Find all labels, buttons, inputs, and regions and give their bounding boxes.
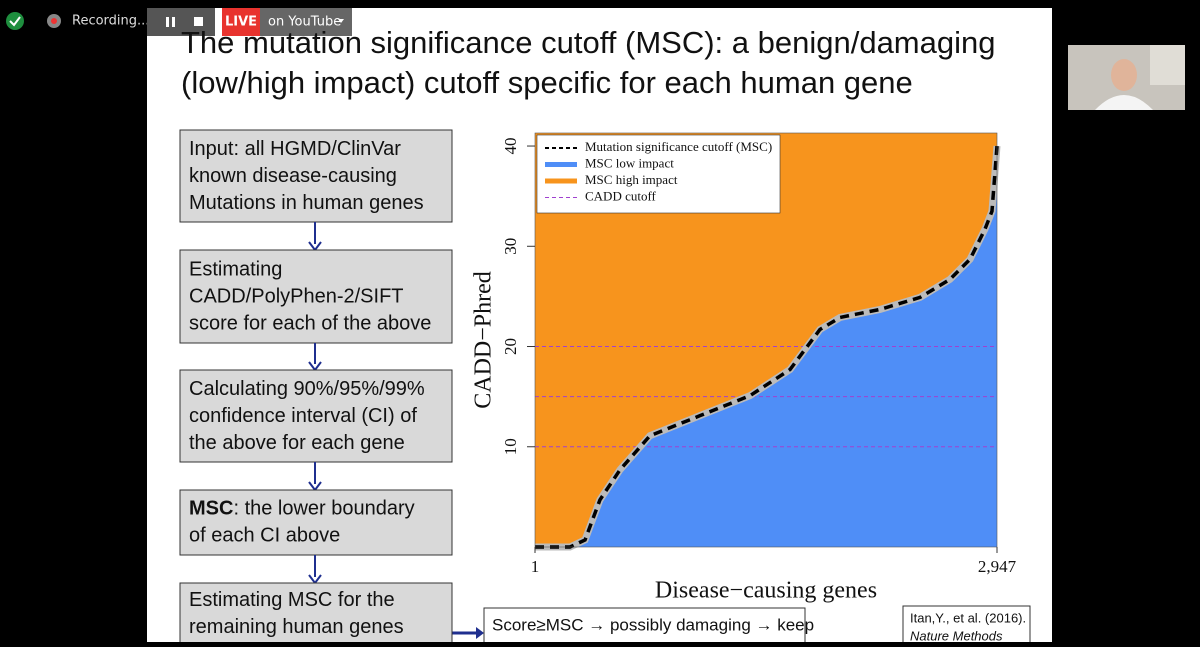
webcam-bg bbox=[1150, 45, 1185, 85]
flow-box bbox=[179, 582, 453, 647]
msc-line bbox=[535, 145, 999, 549]
pause-button-bar bbox=[172, 17, 175, 27]
flow-text: known disease-causing bbox=[189, 165, 397, 187]
flow-line: score for each of the above bbox=[189, 313, 431, 335]
controls bbox=[147, 8, 215, 36]
flow-text: Estimating bbox=[189, 259, 282, 281]
check bbox=[9, 16, 21, 27]
flow-text: CADD/PolyPhen-2/SIFT bbox=[189, 286, 404, 308]
dropdown-arrow bbox=[338, 19, 344, 23]
y-tick-label: 20 bbox=[501, 338, 520, 355]
webcam-shirt bbox=[1095, 95, 1153, 110]
citation-box bbox=[902, 605, 1031, 647]
legend-box bbox=[536, 134, 781, 214]
legend-label: Mutation significance cutoff (MSC) bbox=[585, 139, 772, 154]
pause-button[interactable] bbox=[166, 17, 169, 27]
x-tick-label: 1 bbox=[531, 557, 540, 576]
flow-line: Calculating 90%/95%/99% bbox=[189, 378, 425, 400]
flow-box bbox=[179, 489, 453, 556]
flow-bold: MSC bbox=[189, 498, 233, 520]
flow-text: Estimating MSC for the bbox=[189, 589, 395, 611]
legend-label: CADD cutoff bbox=[585, 188, 657, 203]
stop-button[interactable] bbox=[194, 17, 203, 26]
live-label: LIVE bbox=[225, 15, 257, 30]
live-badge bbox=[222, 8, 260, 36]
flow-text: of each CI above bbox=[189, 525, 340, 547]
flow-line: known disease-causing bbox=[189, 165, 397, 187]
flow-line: CADD/PolyPhen-2/SIFT bbox=[189, 286, 404, 308]
y-tick-label: 30 bbox=[501, 238, 520, 255]
stream-label: on YouTube bbox=[268, 15, 341, 30]
flow-line: Estimating MSC for the bbox=[189, 589, 395, 611]
flow-text: the above for each gene bbox=[189, 432, 405, 454]
flow-line: : the lower boundary bbox=[233, 498, 414, 520]
flow-text: Calculating 90%/95%/99% bbox=[189, 378, 425, 400]
flow-line: Input: all HGMD/ClinVar bbox=[189, 138, 401, 160]
flow-line: Mutations in human genes bbox=[189, 192, 424, 214]
title-line: The mutation significance cutoff (MSC): … bbox=[181, 25, 995, 60]
y-tick-label: 40 bbox=[501, 138, 520, 155]
legend-label: MSC high impact bbox=[585, 172, 678, 187]
recording-label: Recording... bbox=[72, 14, 149, 29]
plot-frame bbox=[534, 132, 998, 548]
flow-line: remaining human genes bbox=[189, 616, 404, 638]
flow-text: MSC: the lower boundary bbox=[189, 498, 415, 520]
recording-dot bbox=[51, 18, 57, 24]
arrowhead bbox=[476, 627, 484, 639]
citation: Nature Methods bbox=[910, 628, 1003, 642]
x-axis-label: Disease−causing genes bbox=[655, 578, 877, 604]
flow-box bbox=[179, 129, 453, 223]
flow-text: Mutations in human genes bbox=[189, 192, 424, 214]
flow-text: confidence interval (CI) of bbox=[189, 405, 417, 427]
result-text: Score≥MSC → possibly damaging → keep bbox=[492, 615, 814, 634]
flow-line: confidence interval (CI) of bbox=[189, 405, 417, 427]
flow-line: of each CI above bbox=[189, 525, 340, 547]
security-icon[interactable] bbox=[6, 12, 24, 30]
flow-line: the above for each gene bbox=[189, 432, 405, 454]
title-line: (low/high impact) cutoff specific for ea… bbox=[181, 65, 913, 100]
y-tick-label: 10 bbox=[501, 438, 520, 455]
webcam-face bbox=[1111, 59, 1137, 91]
flow-text: score for each of the above bbox=[189, 313, 431, 335]
flow-box bbox=[179, 369, 453, 463]
high-impact-area bbox=[535, 133, 997, 547]
citation: Itan,Y., et al. (2016). bbox=[910, 610, 1026, 625]
flow-line: Estimating bbox=[189, 259, 282, 281]
x-tick-label: 2,947 bbox=[978, 557, 1017, 576]
flow-text: remaining human genes bbox=[189, 616, 404, 638]
stream-menu[interactable] bbox=[260, 8, 352, 36]
y-axis-label: CADD−Phred bbox=[471, 271, 497, 409]
legend-label: MSC low impact bbox=[585, 155, 674, 170]
result-box bbox=[483, 607, 806, 647]
flow-text: Input: all HGMD/ClinVar bbox=[189, 138, 401, 160]
